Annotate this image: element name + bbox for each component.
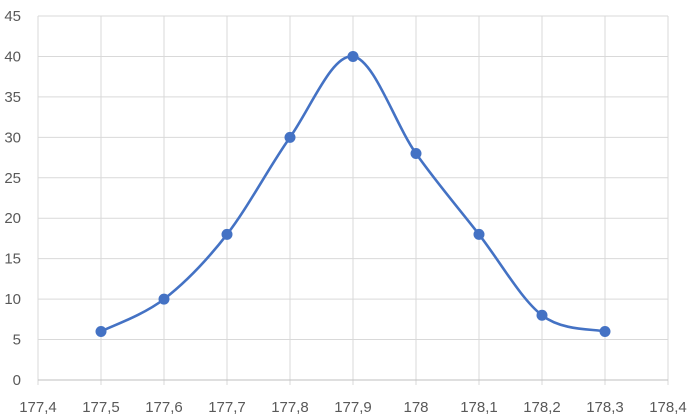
y-tick-label: 45 [4, 8, 21, 25]
x-tick-label: 177,4 [19, 399, 57, 416]
y-tick-label: 20 [4, 210, 21, 227]
data-point [95, 325, 107, 337]
x-tick-label: 177,9 [334, 399, 372, 416]
x-tick-label: 177,8 [271, 399, 309, 416]
data-point [284, 131, 296, 143]
x-tick-label: 177,6 [145, 399, 183, 416]
data-point [473, 228, 485, 240]
x-tick-label: 178,2 [523, 399, 561, 416]
y-tick-label: 30 [4, 129, 21, 146]
y-tick-label: 15 [4, 251, 21, 268]
data-point [221, 228, 233, 240]
data-series [95, 50, 611, 337]
y-tick-label: 35 [4, 89, 21, 106]
y-tick-label: 0 [13, 372, 21, 389]
data-point [158, 293, 170, 305]
x-tick-label: 178,1 [460, 399, 498, 416]
x-tick-label: 178,3 [586, 399, 624, 416]
x-tick-labels: 177,4 177,5 177,6 177,7 177,8 177,9 178 178,1 17… [19, 399, 687, 416]
y-tick-label: 40 [4, 48, 21, 65]
y-tick-label: 10 [4, 291, 21, 308]
x-tick-label: 177,5 [82, 399, 120, 416]
data-point [347, 50, 359, 62]
y-tick-label: 25 [4, 170, 21, 187]
data-point [599, 325, 611, 337]
x-tick-label: 178 [403, 399, 428, 416]
data-point [536, 309, 548, 321]
horizontal-gridlines [38, 15, 668, 341]
y-tick-labels: 0 5 10 15 20 25 30 35 40 45 [4, 8, 21, 389]
x-tick-label: 178,4 [649, 399, 687, 416]
y-tick-label: 5 [13, 332, 21, 349]
data-point [410, 148, 422, 160]
x-tick-label: 177,7 [208, 399, 246, 416]
vertical-gridlines [37, 16, 669, 385]
